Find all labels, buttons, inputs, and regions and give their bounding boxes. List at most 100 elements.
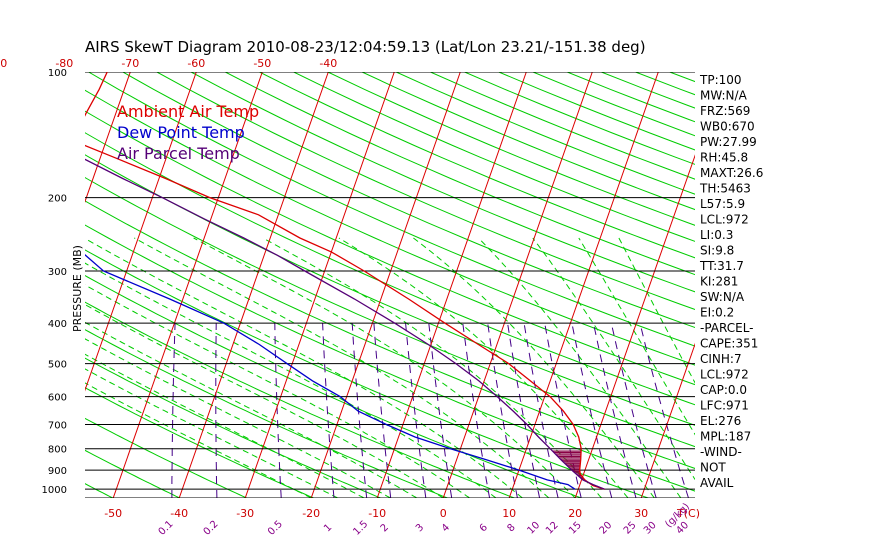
- dry-adiabat-line: [464, 72, 695, 165]
- index-label: PW:27.99: [700, 135, 757, 149]
- pressure-tick-label: 400: [48, 319, 67, 330]
- moist-adiabat-line: [413, 237, 655, 498]
- pressure-tick-label: 600: [48, 393, 67, 404]
- index-label: LFC:971: [700, 399, 749, 413]
- index-label: EI:0.2: [700, 306, 734, 320]
- dry-adiabat-line: [85, 329, 448, 498]
- dry-adiabats: [85, 72, 695, 498]
- moist-adiabat-line: [85, 338, 391, 498]
- dry-adiabat-line: [156, 72, 695, 311]
- moist-adiabat-line: [134, 237, 550, 498]
- mixing-ratio-labels: 0.1 0.2 0.5 1 1.5 2 3 4 6 8 10 12 15 20 25 30 40: [157, 519, 692, 538]
- index-label: LCL:972: [700, 368, 749, 382]
- moist-adiabat-line: [85, 368, 338, 498]
- legend-dew-point-temp: Dew Point Temp: [117, 123, 245, 142]
- index-label: CINH:7: [700, 352, 742, 366]
- mixing-ratio-line: [428, 323, 453, 498]
- top-tick-label: -80: [55, 57, 73, 70]
- index-label: TH:5463: [699, 182, 751, 196]
- moist-adiabats: [85, 237, 695, 498]
- index-label: LCL:972: [700, 213, 749, 227]
- index-label: NOT: [700, 461, 726, 475]
- dry-adiabat-line: [85, 449, 180, 498]
- index-label: L57:5.9: [700, 197, 745, 211]
- dry-adiabat-line: [190, 72, 695, 293]
- legend: Ambient Air Temp Dew Point Temp Air Parc…: [117, 102, 259, 163]
- moist-adiabat-line: [478, 237, 682, 498]
- dry-adiabat-line: [85, 275, 582, 498]
- index-label: SI:9.8: [700, 244, 734, 258]
- pressure-axis-labels: 100 200 300 400 500 600 700 800 900 1000: [42, 68, 67, 496]
- dry-adiabat-line: [85, 132, 695, 406]
- mixing-ratio-line: [610, 323, 657, 498]
- dry-adiabat-line: [395, 72, 695, 195]
- profile-lines: [85, 72, 605, 490]
- legend-air-parcel-temp: Air Parcel Temp: [117, 144, 240, 163]
- bottom-tick-label: -10: [368, 507, 386, 520]
- dew-point-temp-line: [85, 254, 576, 490]
- index-label: TT:31.7: [699, 259, 744, 273]
- pressure-tick-label: 200: [48, 194, 67, 205]
- mixing-ratio-lines: [171, 323, 689, 498]
- dry-adiabat-line: [85, 224, 695, 492]
- pressure-tick-label: 100: [48, 68, 67, 79]
- mixing-ratio-label: 15: [567, 520, 584, 537]
- legend-ambient-air-temp: Ambient Air Temp: [117, 102, 259, 121]
- ambient-air-temp-line: [85, 72, 605, 490]
- mixing-ratio-label: 12: [544, 520, 561, 537]
- dry-adiabat-line: [85, 89, 695, 366]
- mixing-ratio-line: [487, 323, 518, 498]
- pressure-tick-label: 300: [48, 267, 67, 278]
- top-tick-label: -70: [121, 57, 139, 70]
- dry-adiabat-line: [85, 249, 649, 498]
- index-label: FRZ:569: [700, 104, 750, 118]
- mixing-ratio-line: [544, 323, 582, 498]
- bottom-tick-label: -50: [104, 507, 122, 520]
- mixing-ratio-label: 0.2: [202, 519, 221, 538]
- isotherm-line: [773, 72, 870, 498]
- moist-adiabat-line: [262, 237, 602, 498]
- mixing-ratio-line: [215, 323, 218, 498]
- moist-adiabat-line: [85, 353, 365, 498]
- index-label: KI:281: [700, 275, 738, 289]
- isotherm-line: [640, 342, 695, 498]
- mixing-ratio-label: 10: [525, 520, 542, 537]
- chart-title: AIRS SkewT Diagram 2010-08-23/12:04:59.1…: [85, 38, 646, 56]
- mixing-ratio-line: [405, 323, 427, 498]
- pressure-tick-label: 700: [48, 421, 67, 432]
- mixing-ratio-line: [373, 323, 392, 498]
- mixing-ratio-label: 6: [478, 522, 490, 534]
- index-label: MAXT:26.6: [700, 166, 763, 180]
- isotherm-line: [112, 72, 263, 498]
- bottom-axis-unit: T(C): [676, 507, 700, 520]
- index-label: EL:276: [700, 414, 741, 428]
- dry-adiabat-line: [259, 72, 695, 259]
- isotherm-line: [85, 72, 197, 392]
- top-tick-label: -90: [0, 57, 7, 70]
- index-label: AVAIL: [700, 476, 734, 490]
- index-label: CAPE:351: [700, 337, 758, 351]
- mixing-ratio-label: 20: [598, 520, 615, 537]
- moist-adiabat-line: [338, 237, 629, 498]
- mixing-ratio-label: 2: [379, 522, 391, 534]
- dry-adiabat-line: [88, 72, 695, 347]
- mixing-ratio-line: [462, 323, 491, 498]
- isobars: [85, 72, 695, 498]
- parcel-shading: [552, 450, 598, 487]
- isotherm-line: [839, 72, 870, 498]
- top-tick-label: -50: [253, 57, 271, 70]
- index-label: LI:0.3: [700, 228, 733, 242]
- mixing-ratio-line: [351, 323, 368, 498]
- moist-adiabat-line: [532, 237, 695, 481]
- pressure-tick-label: 800: [48, 445, 67, 456]
- dry-adiabat-line: [225, 72, 695, 276]
- index-label: WB0:670: [700, 120, 755, 134]
- isotherm-line: [244, 72, 395, 498]
- moist-adiabat-line: [85, 262, 497, 498]
- isotherm-line: [508, 72, 659, 498]
- dry-adiabat-line: [85, 301, 515, 498]
- moist-adiabat-line: [85, 382, 312, 498]
- dry-adiabat-line: [85, 176, 695, 448]
